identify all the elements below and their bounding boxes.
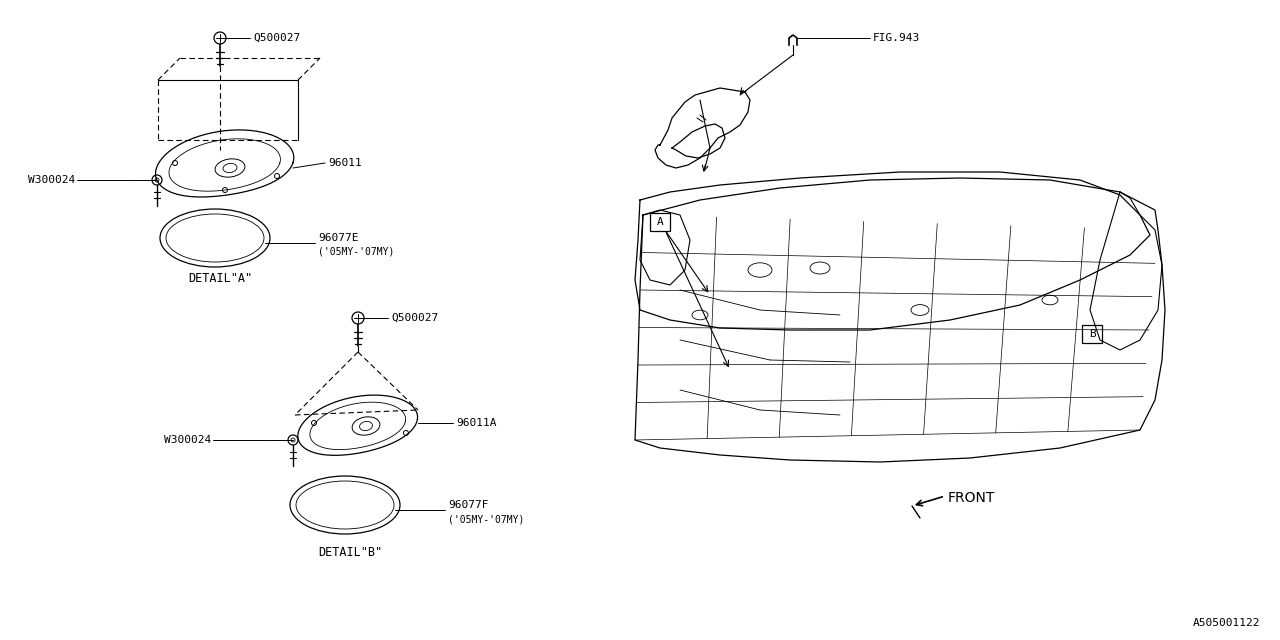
Text: 96077F: 96077F bbox=[448, 500, 489, 510]
Text: FRONT: FRONT bbox=[948, 491, 996, 505]
Text: DETAIL"B": DETAIL"B" bbox=[317, 547, 381, 559]
Text: ('05MY-'07MY): ('05MY-'07MY) bbox=[317, 247, 394, 257]
Text: 96011: 96011 bbox=[328, 158, 362, 168]
Text: Q500027: Q500027 bbox=[390, 313, 438, 323]
FancyBboxPatch shape bbox=[650, 213, 669, 231]
Text: 96011A: 96011A bbox=[456, 418, 497, 428]
Text: W300024: W300024 bbox=[164, 435, 211, 445]
Text: 96077E: 96077E bbox=[317, 233, 358, 243]
Text: FIG.943: FIG.943 bbox=[873, 33, 920, 43]
Text: Q500027: Q500027 bbox=[253, 33, 301, 43]
Text: B: B bbox=[1088, 329, 1096, 339]
FancyBboxPatch shape bbox=[1082, 325, 1102, 343]
Text: A505001122: A505001122 bbox=[1193, 618, 1260, 628]
Text: W300024: W300024 bbox=[28, 175, 76, 185]
Text: ('05MY-'07MY): ('05MY-'07MY) bbox=[448, 514, 525, 524]
Text: A: A bbox=[657, 217, 663, 227]
Text: DETAIL"A": DETAIL"A" bbox=[188, 271, 252, 285]
